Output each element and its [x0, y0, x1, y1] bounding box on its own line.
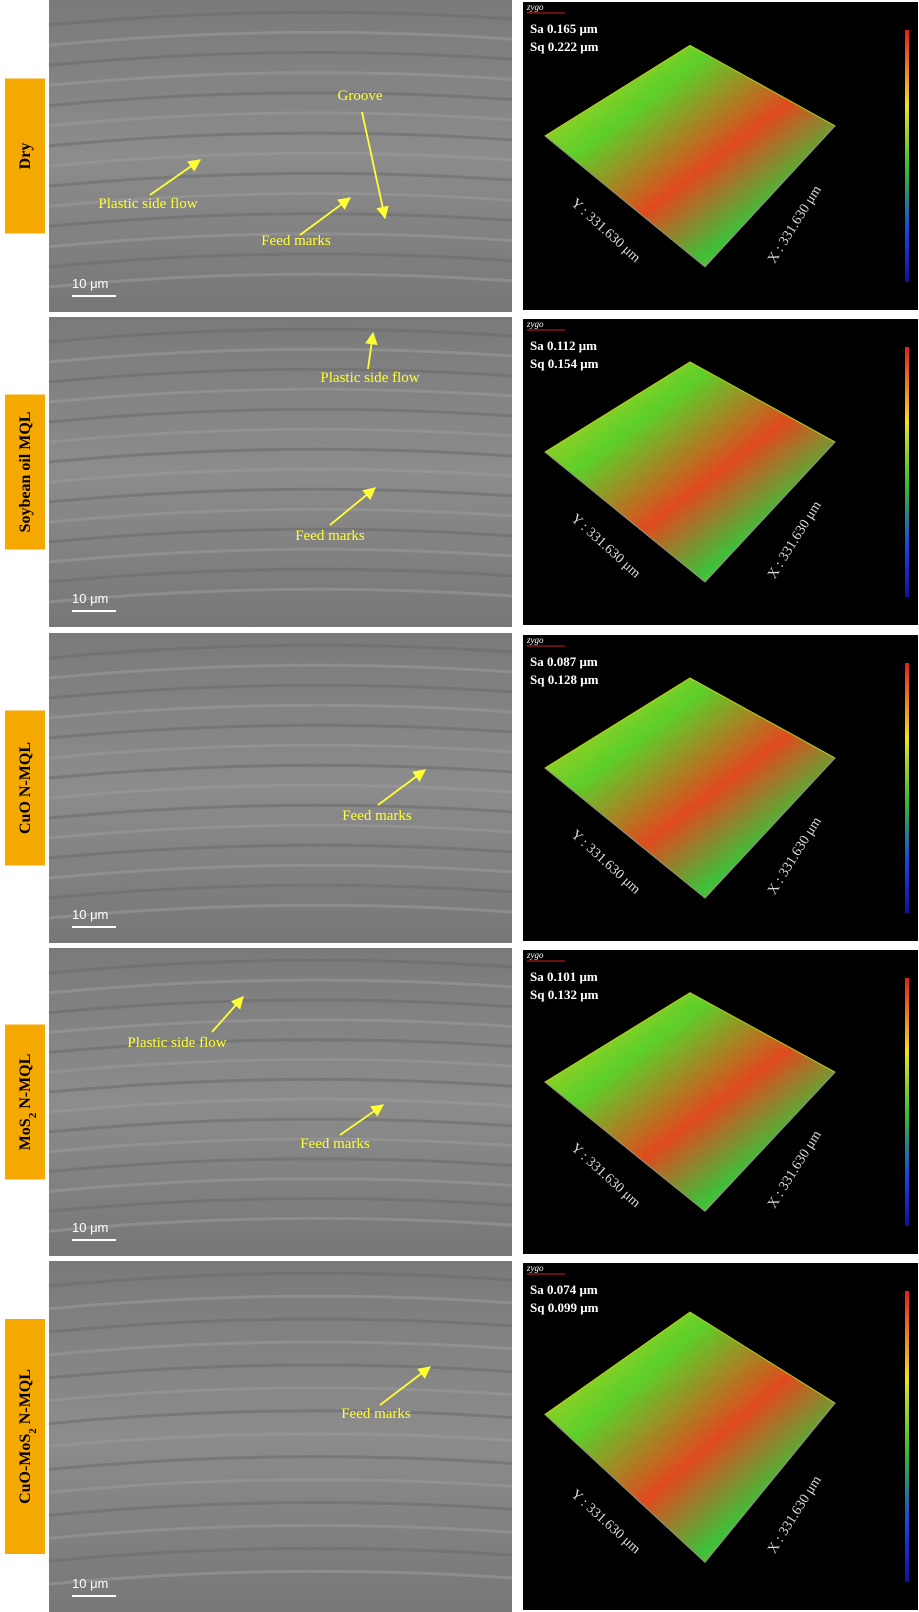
- color-bar: [905, 347, 909, 597]
- annotation: Feed marks: [295, 528, 365, 544]
- scale-bar-label: 10 μm: [72, 591, 108, 606]
- sq-value: Sq 0.154 μm: [530, 356, 599, 371]
- sa-value: Sa 0.074 μm: [530, 1282, 598, 1297]
- annotation: Plastic side flow: [127, 1035, 226, 1051]
- label-part: CuO N-MQL: [17, 742, 34, 834]
- row-label: Soybean oil MQL: [17, 412, 34, 533]
- logo: zygo: [526, 319, 544, 329]
- scale-bar-label: 10 μm: [72, 907, 108, 922]
- color-bar: [905, 1291, 909, 1582]
- logo: zygo: [526, 635, 544, 645]
- label-part: N-MQL: [17, 1369, 34, 1428]
- annotation: Feed marks: [261, 233, 331, 249]
- row: CuO N-MQL Feed marks 10 μm zygo Sa 0.087 μm S…: [5, 633, 918, 943]
- annotation: Groove: [338, 88, 383, 104]
- label-part: N-MQL: [17, 1054, 34, 1113]
- row: Dry Groove Plastic side flow Feed marks 10 μ…: [5, 0, 918, 312]
- annotation: Feed marks: [300, 1136, 370, 1152]
- label-part: MoS: [17, 1118, 34, 1150]
- sq-value: Sq 0.132 μm: [530, 987, 599, 1002]
- sq-value: Sq 0.128 μm: [530, 672, 599, 687]
- sa-value: Sa 0.087 μm: [530, 654, 598, 669]
- row-label: CuO N-MQL: [17, 742, 34, 834]
- figure: Dry Groove Plastic side flow Feed marks 10 μ…: [0, 0, 919, 1612]
- logo: zygo: [526, 1263, 544, 1273]
- logo: zygo: [526, 950, 544, 960]
- sq-value: Sq 0.099 μm: [530, 1300, 599, 1315]
- annotation: Feed marks: [341, 1406, 411, 1422]
- row-label: Dry: [17, 143, 34, 170]
- color-bar: [905, 663, 909, 913]
- label-part: Soybean oil MQL: [17, 412, 34, 533]
- sa-value: Sa 0.101 μm: [530, 969, 598, 984]
- color-bar: [905, 978, 909, 1226]
- scale-bar-label: 10 μm: [72, 1576, 108, 1591]
- color-bar: [905, 30, 909, 282]
- annotation: Plastic side flow: [98, 196, 197, 212]
- sa-value: Sa 0.112 μm: [530, 338, 597, 353]
- annotation: Feed marks: [342, 808, 412, 824]
- scale-bar-label: 10 μm: [72, 276, 108, 291]
- row: Soybean oil MQL Plastic side flow Feed mar…: [5, 317, 918, 627]
- sa-value: Sa 0.165 μm: [530, 21, 598, 36]
- label-part: Dry: [17, 143, 34, 170]
- scale-bar-label: 10 μm: [72, 1220, 108, 1235]
- sq-value: Sq 0.222 μm: [530, 39, 599, 54]
- logo: zygo: [526, 2, 544, 12]
- label-part: CuO-MoS: [17, 1434, 34, 1504]
- annotation: Plastic side flow: [320, 370, 419, 386]
